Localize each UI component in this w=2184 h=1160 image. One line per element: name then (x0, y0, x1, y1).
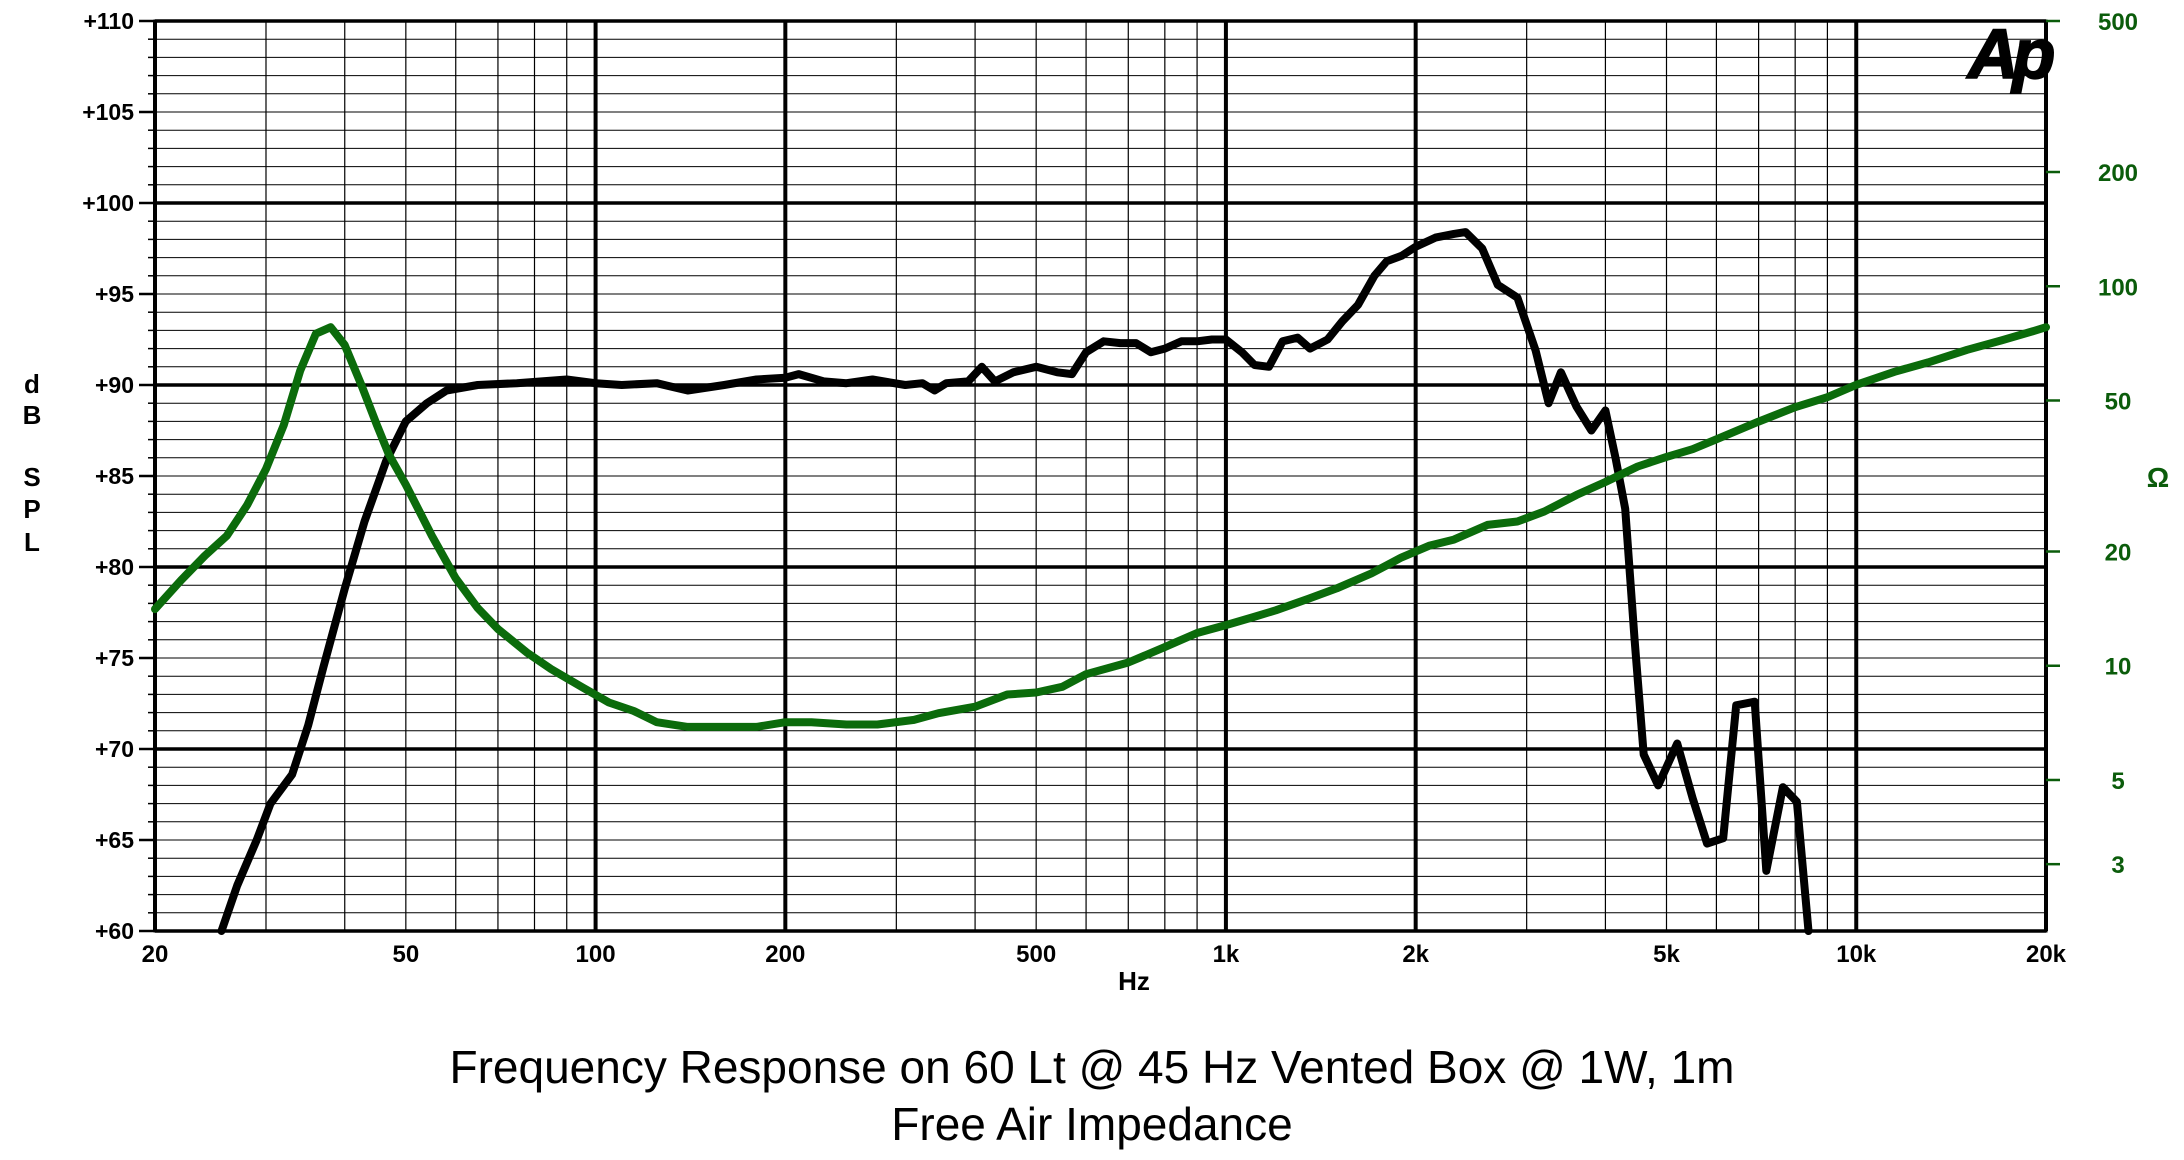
chart-subtitle: Free Air Impedance (891, 1098, 1293, 1150)
y2-tick-label: 500 (2098, 9, 2138, 36)
spl-series-line (217, 228, 1813, 935)
y-tick-label: +105 (82, 99, 134, 125)
y-tick-label: +75 (95, 645, 134, 671)
y-tick-label: +80 (95, 554, 134, 580)
series-layer (151, 228, 2050, 935)
y2-tick-label: 3 (2111, 852, 2124, 879)
y-tick-label: +85 (95, 463, 134, 489)
y-tick-label: +65 (95, 827, 134, 853)
x-axis-ticks: 20 50 100 200 500 1k 2k 5k 10k 20k (142, 941, 2067, 968)
y-tick-label: +60 (95, 918, 134, 944)
y-axis-label-letter: d (24, 369, 40, 399)
y-axis-label: dB SPL (23, 369, 42, 557)
x-axis-label: Hz (1118, 966, 1150, 996)
right-axis-ticks: 500 200 100 50 20 10 5 3 (2046, 9, 2138, 879)
y-tick-label: +95 (95, 281, 134, 307)
x-tick-label: 2k (1402, 941, 1429, 968)
y-tick-label: +100 (82, 190, 134, 216)
y-axis-label-letter: L (24, 527, 40, 557)
impedance-series-line (151, 323, 2050, 731)
y2-tick-label: 50 (2105, 388, 2132, 415)
y2-axis-label: Ω (2147, 462, 2169, 493)
left-axis-ticks: +110 +105 +100 +95 +90 +85 +80 +75 +70 +65 +60 (82, 8, 155, 944)
y2-tick-label: 100 (2098, 274, 2138, 301)
x-tick-label: 20 (142, 941, 169, 968)
x-tick-label: 20k (2026, 941, 2067, 968)
ap-logo: Ap (1966, 15, 2054, 93)
y2-tick-label: 5 (2111, 768, 2124, 795)
x-tick-label: 200 (765, 941, 805, 968)
chart-title: Frequency Response on 60 Lt @ 45 Hz Vent… (449, 1041, 1735, 1093)
y2-tick-label: 200 (2098, 160, 2138, 187)
y-tick-label: +110 (83, 8, 134, 34)
x-tick-label: 500 (1016, 941, 1056, 968)
frequency-response-chart: +110 +105 +100 +95 +90 +85 +80 +75 +70 +65 +60 500… (23, 8, 2170, 996)
y-tick-label: +70 (95, 736, 134, 762)
y2-tick-label: 20 (2105, 540, 2132, 567)
y2-tick-label: 10 (2105, 654, 2132, 681)
x-tick-label: 1k (1213, 941, 1240, 968)
y-axis-label-letter: B (23, 400, 42, 430)
y-axis-label-letter: S (23, 462, 40, 492)
x-tick-label: 10k (1836, 941, 1877, 968)
x-tick-label: 100 (576, 941, 616, 968)
x-tick-label: 5k (1653, 941, 1680, 968)
x-tick-label: 50 (392, 941, 419, 968)
y-axis-label-letter: P (23, 494, 40, 524)
y-tick-label: +90 (95, 372, 134, 398)
